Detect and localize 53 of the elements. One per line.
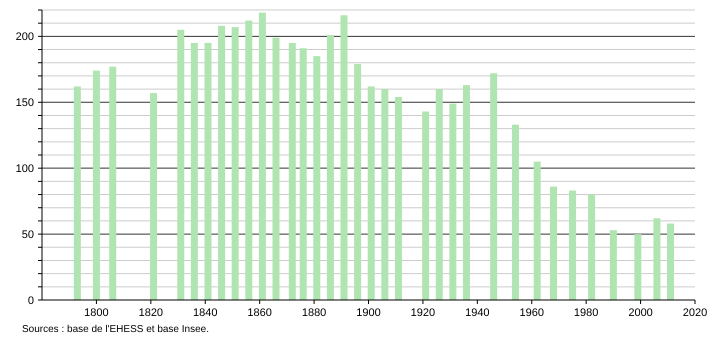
bar <box>534 162 541 300</box>
bar <box>512 124 519 300</box>
bar <box>569 190 576 300</box>
bar <box>300 48 307 300</box>
bar <box>354 64 362 300</box>
bar <box>109 66 116 300</box>
bar <box>92 70 100 300</box>
bar <box>340 15 348 300</box>
bar <box>258 12 266 300</box>
source-note: Sources : base de l'EHESS et base Insee. <box>22 324 210 335</box>
x-tick-label: 2020 <box>682 307 708 319</box>
bar <box>313 56 320 300</box>
x-tick-label: 1960 <box>520 307 544 319</box>
x-tick-label: 1920 <box>410 307 436 319</box>
bar <box>588 194 596 300</box>
bar <box>272 38 280 300</box>
bar <box>449 104 456 300</box>
bar <box>368 86 375 300</box>
bar <box>381 89 388 300</box>
bar <box>394 97 402 300</box>
bar <box>245 20 252 300</box>
x-tick-label: 1900 <box>356 307 381 319</box>
x-tick-label: 1800 <box>84 307 109 319</box>
x-tick-label: 1820 <box>138 307 164 319</box>
bar <box>232 27 239 300</box>
y-tick-label: 150 <box>16 97 34 110</box>
y-tick-label: 200 <box>16 31 34 44</box>
bar <box>490 73 498 300</box>
x-tick-label: 1940 <box>465 307 490 319</box>
bar <box>218 26 226 300</box>
bar <box>190 42 198 300</box>
bar <box>610 230 617 300</box>
x-tick-label: 1860 <box>247 307 272 319</box>
y-tick-label: 100 <box>16 163 34 176</box>
bar <box>422 112 430 300</box>
bar <box>177 30 184 300</box>
bar <box>462 85 470 300</box>
bar <box>667 224 674 300</box>
x-tick-label: 2000 <box>628 307 653 319</box>
bar <box>653 218 660 300</box>
x-tick-label: 1840 <box>193 307 218 319</box>
bar <box>634 234 642 300</box>
bar <box>204 42 212 300</box>
bar <box>436 89 443 300</box>
bar <box>550 186 558 300</box>
y-tick-label: 50 <box>22 228 34 241</box>
y-tick-label: 0 <box>28 294 34 307</box>
bar <box>150 93 158 300</box>
x-tick-label: 1880 <box>302 307 326 319</box>
bar <box>74 86 81 300</box>
bar <box>288 42 296 300</box>
bar <box>326 35 334 300</box>
x-tick-label: 1980 <box>574 307 598 319</box>
